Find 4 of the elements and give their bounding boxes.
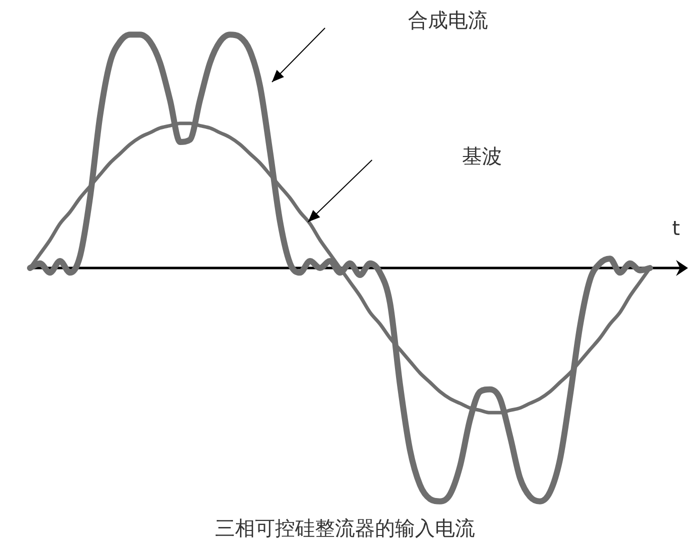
text: 三相可控硅整流器的输入电流 bbox=[215, 516, 475, 540]
annotation: 基波 bbox=[462, 144, 502, 168]
text: 合成电流 bbox=[408, 8, 488, 32]
x-axis-title: t bbox=[672, 216, 680, 240]
